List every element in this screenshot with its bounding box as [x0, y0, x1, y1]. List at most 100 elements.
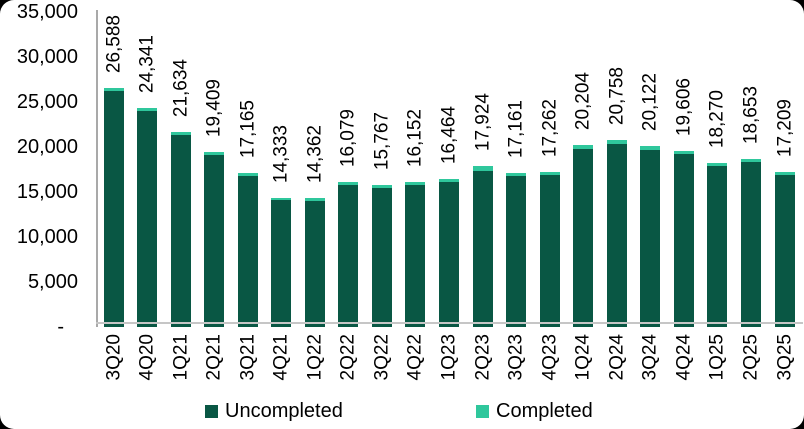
bar-completed-segment: [405, 182, 426, 185]
bar-1Q21: [170, 132, 191, 327]
x-axis-label: 2Q22: [337, 334, 359, 381]
bar-4Q24: [673, 151, 694, 327]
bar-completed-segment: [103, 88, 124, 91]
legend-item-completed: Completed: [476, 400, 593, 422]
bar-1Q22: [304, 198, 325, 327]
bar-3Q22: [371, 185, 392, 327]
x-axis-label: 2Q21: [203, 334, 225, 381]
x-axis-label: 3Q25: [774, 334, 795, 381]
bar-completed-segment: [673, 151, 694, 154]
x-axis-label: 3Q22: [371, 334, 393, 381]
legend-swatch-uncompleted-icon: [205, 404, 218, 418]
bar-value-label: 26,588: [103, 14, 124, 73]
bar-value-label: 17,924: [472, 92, 494, 151]
bar-value-label: 19,409: [203, 78, 225, 137]
x-axis-baseline: [96, 322, 803, 324]
x-axis-label: 4Q21: [270, 334, 292, 381]
bar-2Q24: [606, 140, 627, 327]
bar-2Q23: [472, 166, 493, 327]
bar-completed-segment: [338, 182, 359, 185]
bar-completed-segment: [573, 145, 594, 149]
bar-completed-segment: [506, 173, 527, 176]
bar-4Q23: [539, 172, 560, 327]
x-axis-label: 1Q21: [170, 334, 192, 381]
bar-1Q24: [573, 145, 594, 327]
bar-value-label: 21,634: [170, 58, 192, 117]
bar-value-label: 14,333: [270, 124, 292, 183]
y-axis-tick-label: 25,000: [16, 91, 78, 113]
bar-completed-segment: [271, 198, 292, 200]
x-axis-label: 3Q23: [505, 334, 527, 381]
x-axis-label: 2Q25: [740, 334, 762, 381]
bar-value-label: 17,161: [505, 99, 527, 158]
bar-completed-segment: [774, 172, 795, 175]
bar-completed-segment: [439, 179, 459, 182]
bar-4Q22: [405, 182, 426, 327]
bar-value-label: 17,165: [237, 99, 259, 158]
bar-completed-segment: [606, 140, 627, 144]
bar-3Q20: [103, 88, 124, 327]
x-axis-label: 3Q24: [639, 334, 661, 381]
x-axis-label: 1Q25: [706, 334, 728, 381]
bar-3Q25: [774, 172, 795, 327]
bar-value-label: 19,606: [673, 77, 695, 136]
bar-3Q24: [640, 146, 661, 327]
bar-value-label: 17,209: [774, 98, 795, 157]
y-axis-tick-label: 20,000: [16, 136, 78, 158]
bar-completed-segment: [137, 108, 158, 111]
bar-completed-segment: [740, 159, 761, 162]
bar-value-label: 16,152: [404, 108, 426, 167]
legend-swatch-completed-icon: [476, 404, 489, 418]
bar-value-label: 20,122: [639, 72, 661, 131]
x-axis-label: 2Q24: [606, 334, 628, 381]
bar-3Q23: [506, 173, 527, 327]
x-axis-label: 1Q22: [304, 334, 326, 381]
bar-3Q21: [237, 173, 258, 327]
bar-value-label: 16,464: [438, 105, 460, 164]
x-axis-label: 1Q23: [438, 334, 460, 381]
bar-4Q21: [271, 198, 292, 327]
legend-label-completed: Completed: [496, 400, 593, 422]
y-axis-line: [96, 10, 98, 327]
bar-4Q20: [137, 108, 158, 327]
bar-value-label: 24,341: [136, 34, 158, 93]
bar-value-label: 20,758: [606, 66, 628, 125]
y-axis-tick-label: 5,000: [27, 271, 78, 293]
bar-completed-segment: [472, 166, 493, 171]
bar-2Q22: [338, 182, 359, 327]
x-axis-label: 1Q24: [572, 334, 594, 381]
x-axis-label: 4Q20: [136, 334, 158, 381]
bar-1Q25: [707, 163, 728, 327]
y-axis-tick-label: 15,000: [16, 181, 78, 203]
bar-value-label: 18,270: [706, 89, 728, 148]
bar-completed-segment: [539, 172, 560, 175]
bar-value-label: 20,204: [572, 71, 594, 130]
bar-completed-segment: [304, 198, 325, 201]
bar-value-label: 18,653: [740, 85, 762, 144]
bar-1Q23: [439, 179, 459, 327]
legend-label-uncompleted: Uncompleted: [225, 400, 343, 422]
bar-value-label: 14,362: [304, 124, 326, 183]
bar-completed-segment: [204, 152, 225, 155]
bar-completed-segment: [707, 163, 728, 166]
x-axis-label: 2Q23: [472, 334, 494, 381]
x-axis-label: 4Q23: [539, 334, 561, 381]
y-axis-tick-label: -: [57, 316, 64, 338]
bar-value-label: 17,262: [539, 98, 561, 157]
bar-2Q21: [204, 152, 225, 327]
bar-value-label: 15,767: [371, 111, 393, 170]
x-axis-label: 4Q24: [673, 334, 695, 381]
x-axis-label: 3Q20: [103, 334, 124, 381]
x-axis-label: 3Q21: [237, 334, 259, 381]
y-axis-tick-label: 35,000: [16, 1, 78, 23]
bar-completed-segment: [170, 132, 191, 135]
bar-completed-segment: [371, 185, 392, 188]
y-axis-tick-label: 30,000: [16, 46, 78, 68]
y-axis-tick-label: 10,000: [16, 226, 78, 248]
bar-2Q25: [740, 159, 761, 327]
bar-value-label: 16,079: [337, 108, 359, 167]
legend-item-uncompleted: Uncompleted: [205, 400, 343, 422]
bar-completed-segment: [640, 146, 661, 150]
